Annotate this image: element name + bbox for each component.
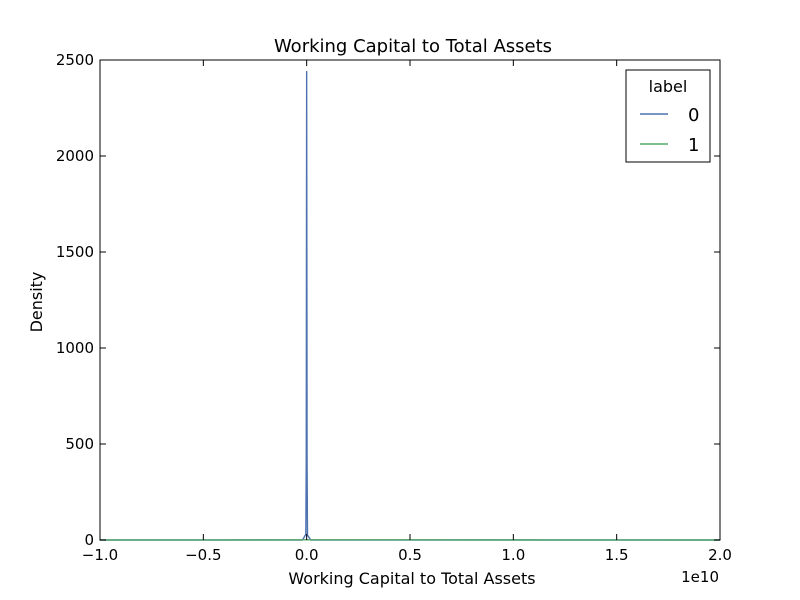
chart-title: Working Capital to Total Assets xyxy=(274,36,552,57)
x-tick-label: 1.5 xyxy=(605,546,629,564)
series-line-0 xyxy=(99,70,721,541)
legend-label-0: 0 xyxy=(688,105,699,126)
y-tick-label: 500 xyxy=(65,435,94,453)
x-tick-label: 0.5 xyxy=(398,546,422,564)
x-tick-label: 1.0 xyxy=(501,546,525,564)
x-tick-label: 0.0 xyxy=(295,546,319,564)
y-tick-label: 1000 xyxy=(56,339,94,357)
legend-title: label xyxy=(649,77,688,96)
x-tick-label: −1.0 xyxy=(82,546,118,564)
y-tick-label: 2500 xyxy=(56,51,94,69)
y-tick-label: 2000 xyxy=(56,147,94,165)
x-axis-label: Working Capital to Total Assets xyxy=(288,569,535,588)
y-tick-label: 0 xyxy=(84,531,94,549)
y-axis-label: Density xyxy=(27,272,46,333)
y-tick-label: 1500 xyxy=(56,243,94,261)
legend-box xyxy=(625,69,711,163)
legend-label-1: 1 xyxy=(688,135,699,156)
x-axis-offset-label: 1e10 xyxy=(681,568,719,586)
axis-ticks: −1.0 −0.5 0.0 0.5 1.0 1.5 2.0 0 500 1000 1500 2000 2… xyxy=(56,51,732,564)
legend-items: 01 xyxy=(640,105,699,156)
x-tick-label: 2.0 xyxy=(708,546,732,564)
chart-legend: label 01 xyxy=(625,69,711,163)
x-tick-label: −0.5 xyxy=(185,546,221,564)
